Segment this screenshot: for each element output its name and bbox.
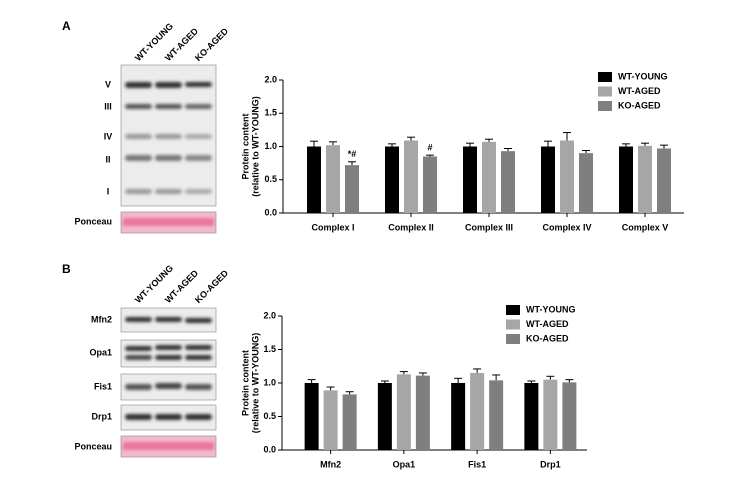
blot-label: I (107, 186, 110, 196)
blot-label: V (105, 79, 111, 89)
y-axis-label: Protein content (240, 113, 250, 179)
bar (323, 390, 338, 450)
legend-label: KO-AGED (618, 100, 661, 110)
legend-label: WT-YOUNG (618, 71, 668, 81)
x-tick-label: Fis1 (468, 459, 486, 469)
blot-label: Ponceau (74, 441, 112, 451)
legend-label: WT-AGED (526, 319, 569, 329)
bar (342, 394, 357, 450)
x-tick-label: Opa1 (393, 459, 416, 469)
y-axis-label: (relative to WT-YOUNG) (250, 96, 260, 197)
legend-swatch (506, 334, 520, 344)
legend-label: WT-YOUNG (526, 304, 576, 314)
bar (423, 156, 437, 213)
x-tick-label: Complex III (465, 222, 513, 232)
bar (415, 375, 430, 450)
x-tick-label: Complex I (311, 222, 354, 232)
bar (304, 383, 319, 450)
x-tick-label: Complex II (388, 222, 434, 232)
bar (579, 153, 593, 213)
y-tick-label: 1.0 (264, 141, 277, 151)
panel-letter: A (62, 19, 71, 33)
legend-swatch (598, 101, 612, 111)
legend-swatch (598, 86, 612, 97)
legend-swatch (506, 319, 520, 330)
y-tick-label: 1.5 (264, 108, 277, 118)
blot-label: Ponceau (74, 216, 112, 226)
bar (657, 148, 671, 213)
bar (326, 145, 340, 213)
annotation: *# (348, 149, 357, 159)
bar (385, 146, 399, 213)
y-tick-label: 2.0 (263, 310, 276, 320)
blot-label: Mfn2 (91, 314, 112, 324)
x-tick-label: Drp1 (540, 459, 561, 469)
legend-swatch (506, 305, 520, 315)
bar (377, 383, 392, 450)
bar (396, 374, 411, 450)
lane-label: KO-AGED (193, 26, 230, 63)
bar (482, 141, 496, 213)
bar (562, 382, 577, 450)
bar (489, 380, 504, 450)
bar (541, 146, 555, 213)
bar (463, 146, 477, 213)
legend-label: WT-AGED (618, 86, 661, 96)
bar (524, 383, 539, 450)
y-tick-label: 2.0 (264, 74, 277, 84)
bar (619, 146, 633, 213)
bar (345, 165, 359, 213)
bar (451, 383, 466, 450)
y-tick-label: 1.5 (263, 344, 276, 354)
lane-label: KO-AGED (193, 268, 230, 305)
y-tick-label: 0.0 (264, 207, 277, 217)
y-tick-label: 1.0 (263, 377, 276, 387)
blot-label: II (105, 154, 110, 164)
blot-label: Drp1 (91, 411, 112, 421)
blot-label: IV (104, 131, 113, 141)
bar (560, 140, 574, 213)
blot-b (120, 307, 217, 458)
legend-swatch (598, 72, 612, 82)
blot-label: Opa1 (89, 347, 112, 357)
legend-label: KO-AGED (526, 333, 569, 343)
y-axis-label: (relative to WT-YOUNG) (250, 333, 260, 434)
x-tick-label: Mfn2 (320, 459, 341, 469)
blot-label: Fis1 (94, 381, 112, 391)
bar (470, 372, 485, 450)
y-tick-label: 0.5 (263, 411, 276, 421)
bar (501, 151, 515, 213)
blot-label: III (104, 101, 112, 111)
y-tick-label: 0.5 (264, 174, 277, 184)
bar (638, 145, 652, 213)
y-tick-label: 0.0 (263, 444, 276, 454)
bar (307, 146, 321, 213)
x-tick-label: Complex V (622, 222, 669, 232)
annotation: # (427, 143, 432, 153)
x-tick-label: Complex IV (542, 222, 591, 232)
bar (543, 379, 558, 450)
panel-letter: B (62, 262, 71, 276)
bar (404, 140, 418, 213)
blot-a (120, 64, 217, 234)
y-axis-label: Protein content (240, 350, 250, 416)
